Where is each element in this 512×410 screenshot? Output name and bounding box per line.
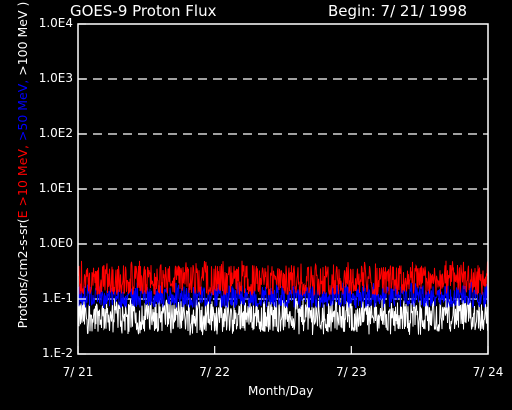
x-tick-label: 7/ 23 (335, 365, 367, 379)
x-axis-label: Month/Day (248, 384, 314, 398)
x-tick-label: 7/ 21 (62, 365, 94, 379)
y-tick-label: 1.0E1 (38, 181, 73, 195)
y-tick-label: 1.0E0 (38, 236, 73, 250)
chart-title: GOES-9 Proton Flux (70, 2, 217, 20)
x-tick-label: 7/ 24 (472, 365, 504, 379)
y-tick-label: 1.E-1 (42, 291, 73, 305)
x-tick-label: 7/ 22 (199, 365, 231, 379)
series-line (77, 260, 489, 297)
y-tick-label: 1.0E3 (38, 71, 73, 85)
y-tick-label: 1.0E4 (38, 16, 73, 30)
y-tick-label: 1.0E2 (38, 126, 73, 140)
begin-date: Begin: 7/ 21/ 1998 (328, 2, 467, 20)
y-tick-label: 1.E-2 (42, 346, 73, 360)
series-line (77, 281, 489, 309)
series-line (77, 299, 489, 336)
